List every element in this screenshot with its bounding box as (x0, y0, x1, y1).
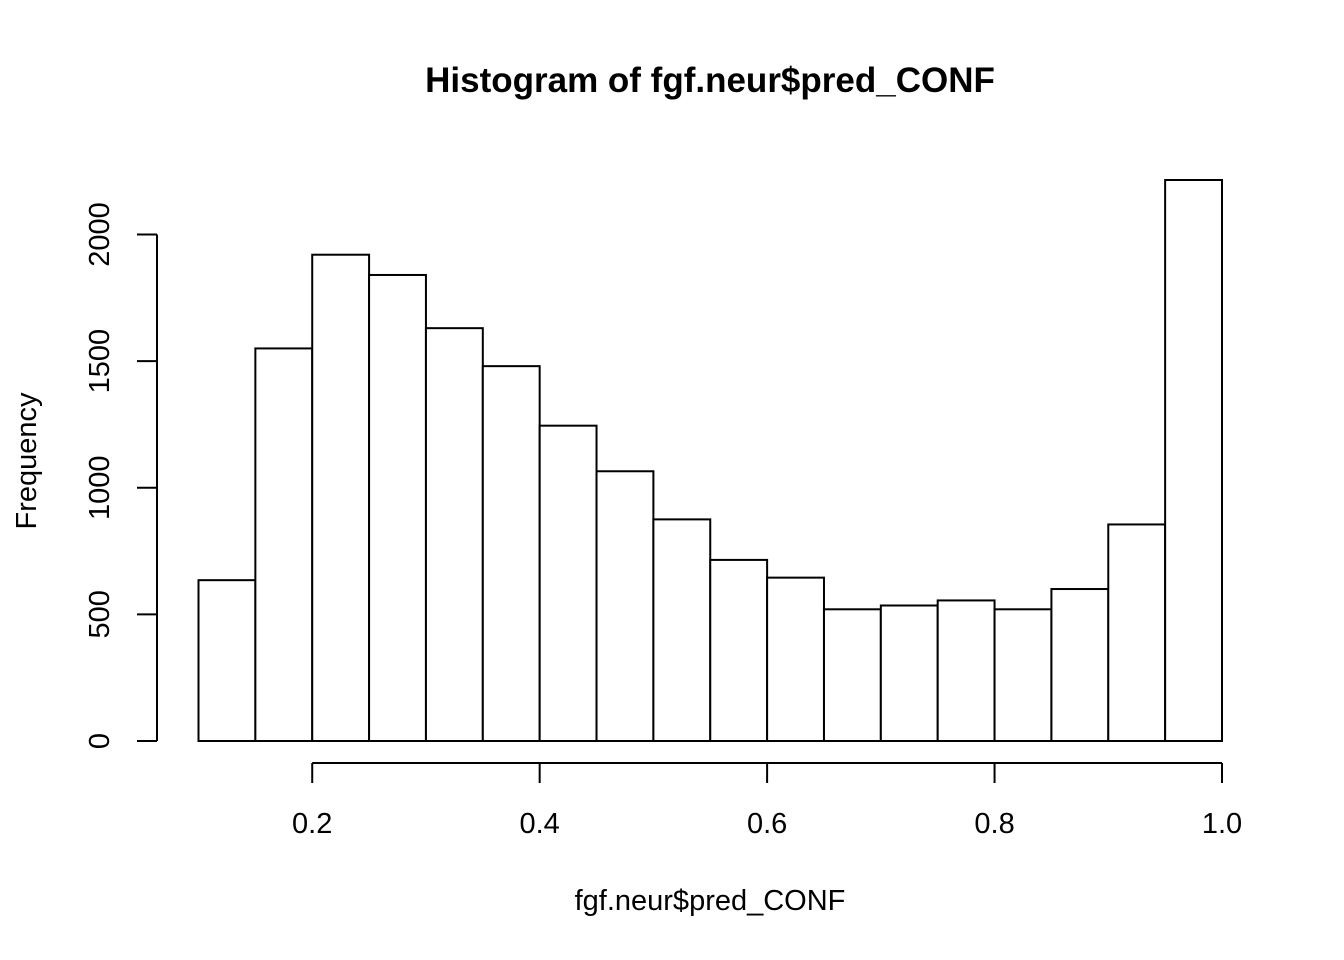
histogram-bar (766, 576, 825, 743)
histogram-bar (1107, 523, 1167, 743)
histogram-bar (311, 253, 371, 742)
y-axis-label: Frequency (11, 392, 43, 530)
chart-title: Histogram of fgf.neur$pred_CONF (425, 61, 995, 100)
x-tick-label: 0.2 (292, 808, 332, 840)
histogram-bar (595, 470, 655, 742)
histogram-bar (993, 608, 1053, 742)
x-tick-label: 0.4 (520, 808, 560, 840)
histogram-bar (197, 579, 257, 743)
histogram-bar (481, 365, 541, 742)
histogram-bar (1164, 179, 1224, 742)
histogram-bar (879, 604, 939, 743)
x-tick-label: 1.0 (1202, 808, 1242, 840)
y-tick-label: 2000 (84, 202, 116, 267)
x-tick-label: 0.6 (747, 808, 787, 840)
y-tick-label: 0 (84, 733, 116, 749)
y-tick-label: 1000 (84, 455, 116, 520)
y-tick-label: 1500 (84, 329, 116, 394)
histogram-bar (538, 424, 598, 742)
histogram-bar (424, 327, 484, 742)
bars-group (197, 179, 1224, 743)
x-axis: 0.2 0.4 0.6 0.8 1.0 (292, 762, 1242, 840)
histogram-bar (254, 347, 314, 742)
x-tick-label: 0.8 (974, 808, 1014, 840)
histogram-bar (1050, 588, 1110, 743)
histogram-bar (368, 273, 427, 742)
histogram-bar (652, 518, 712, 742)
y-axis: 0 500 1000 1500 2000 (84, 202, 158, 749)
histogram-bar (936, 599, 996, 742)
x-axis-label: fgf.neur$pred_CONF (575, 885, 846, 917)
histogram-bar (709, 558, 769, 743)
y-tick-label: 500 (84, 590, 116, 638)
histogram-bar (822, 608, 882, 742)
